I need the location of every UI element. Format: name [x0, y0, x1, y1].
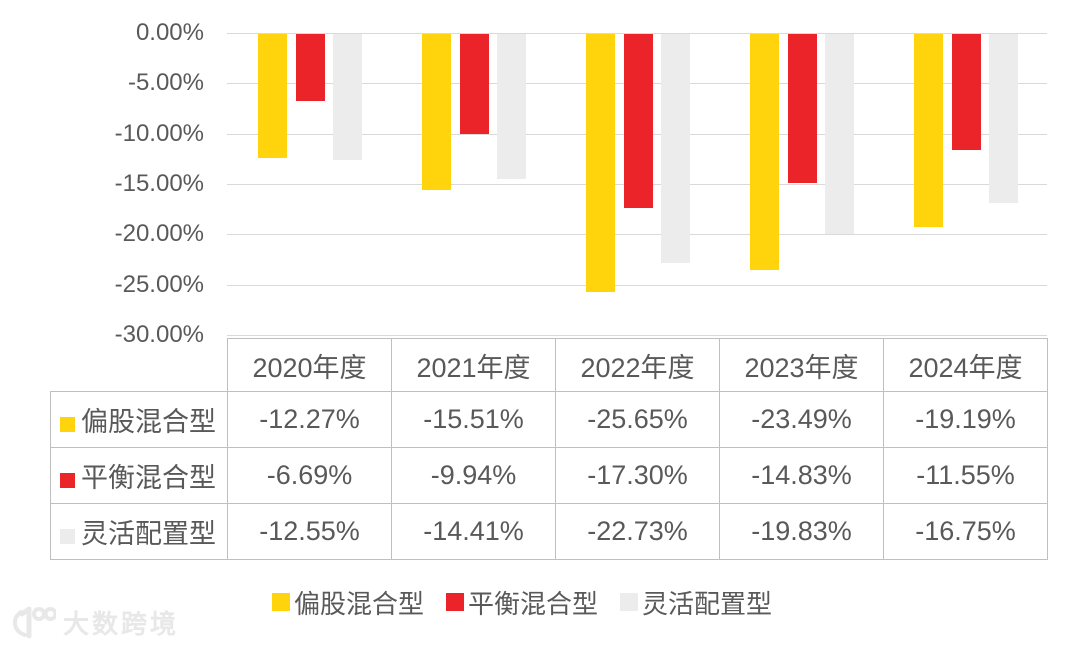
bar-偏股混合型-2020年度: [258, 34, 287, 158]
bar-灵活配置型-2024年度: [989, 34, 1018, 203]
bar-group-2024年度: [883, 33, 1047, 335]
table-value-cell: -12.27%: [227, 391, 392, 448]
table-row-label: 偏股混合型: [50, 391, 228, 448]
watermark: 大数跨境: [10, 604, 179, 641]
table-value-cell: -15.51%: [391, 391, 556, 448]
table-value-cell: -17.30%: [555, 447, 720, 504]
table-corner-cell: [51, 339, 228, 392]
series-key-swatch: [60, 417, 75, 432]
y-tick-label: -10.00%: [114, 120, 204, 147]
table-value-cell: -12.55%: [227, 503, 392, 560]
table-header-2020年度: 2020年度: [227, 338, 392, 392]
y-axis: 0.00% -5.00% -10.00% -15.00% -20.00% -25.00% -…: [0, 0, 204, 360]
watermark-text: 大数跨境: [63, 609, 180, 639]
table-header-2024年度: 2024年度: [883, 338, 1048, 392]
series-name: 灵活配置型: [81, 519, 216, 549]
table-value-cell: -16.75%: [883, 503, 1048, 560]
data-table-grid: 2020年度 2021年度 2022年度 2023年度 2024年度偏股混合型 -12.2…: [50, 338, 1048, 560]
bar-偏股混合型-2023年度: [750, 34, 779, 270]
y-tick-label: -25.00%: [114, 271, 204, 298]
table-value-cell: -14.83%: [719, 447, 884, 504]
bar-偏股混合型-2024年度: [914, 34, 943, 227]
bar-group-2023年度: [719, 33, 883, 335]
table-header-2023年度: 2023年度: [719, 338, 884, 392]
legend-item-偏股混合型: 偏股混合型: [271, 584, 424, 621]
bar-group-2020年度: [227, 33, 391, 335]
table-row: 平衡混合型 -6.69% -9.94% -17.30% -14.83% -11.55%: [50, 447, 1048, 504]
table-value-cell: -25.65%: [555, 391, 720, 448]
legend-item-平衡混合型: 平衡混合型: [445, 584, 598, 621]
brand-logo-icon: [12, 606, 56, 638]
plot-area: [227, 33, 1047, 336]
gridline: [227, 335, 1047, 336]
table-row-label: 平衡混合型: [50, 447, 228, 504]
chart-legend: 偏股混合型 平衡混合型 灵活配置型: [0, 585, 1062, 619]
bar-平衡混合型-2024年度: [951, 34, 981, 150]
table-value-cell: -9.94%: [391, 447, 556, 504]
y-tick-label: 0.00%: [135, 19, 204, 46]
table-header-2021年度: 2021年度: [391, 338, 556, 392]
table-value-cell: -19.19%: [883, 391, 1048, 448]
table-value-cell: -22.73%: [555, 503, 720, 560]
bar-group-2021年度: [391, 33, 555, 335]
table-header-2022年度: 2022年度: [555, 338, 720, 392]
gridline: [227, 234, 1047, 235]
legend-label: 平衡混合型: [467, 588, 598, 619]
bar-平衡混合型-2023年度: [787, 34, 817, 183]
table-value-cell: -11.55%: [883, 447, 1048, 504]
y-tick-label: -30.00%: [114, 321, 204, 348]
legend-swatch: [620, 593, 638, 611]
table-header-row: 2020年度 2021年度 2022年度 2023年度 2024年度: [51, 338, 1048, 392]
table-value-cell: -19.83%: [719, 503, 884, 560]
bar-平衡混合型-2021年度: [459, 34, 489, 134]
bar-偏股混合型-2022年度: [586, 34, 615, 292]
bar-偏股混合型-2021年度: [422, 34, 451, 190]
gridline: [227, 285, 1047, 286]
bar-灵活配置型-2023年度: [825, 34, 854, 234]
table-value-cell: -14.41%: [391, 503, 556, 560]
table-value-cell: -23.49%: [719, 391, 884, 448]
table-row: 偏股混合型 -12.27% -15.51% -25.65% -23.49% -19.19%: [50, 391, 1048, 448]
y-tick-label: -15.00%: [114, 170, 204, 197]
series-key-swatch: [60, 473, 75, 488]
legend-item-灵活配置型: 灵活配置型: [620, 584, 772, 621]
legend-swatch: [271, 593, 290, 611]
series-name: 偏股混合型: [81, 407, 216, 437]
bar-灵活配置型-2022年度: [661, 34, 690, 263]
bar-灵活配置型-2020年度: [333, 34, 362, 160]
bar-平衡混合型-2020年度: [295, 34, 325, 101]
y-tick-label: -5.00%: [127, 69, 204, 96]
series-key-swatch: [60, 529, 75, 544]
table-row: 灵活配置型 -12.55% -14.41% -22.73% -19.83% -16.75%: [50, 503, 1048, 560]
y-tick-label: -20.00%: [114, 220, 204, 247]
bar-平衡混合型-2022年度: [623, 34, 653, 208]
data-table: 2020年度 2021年度 2022年度 2023年度 2024年度偏股混合型 -12.2…: [50, 338, 1048, 560]
legend-label: 灵活配置型: [642, 588, 773, 619]
series-name: 平衡混合型: [81, 463, 216, 493]
bar-group-2022年度: [555, 33, 719, 335]
bar-灵活配置型-2021年度: [497, 34, 526, 179]
table-row-label: 灵活配置型: [50, 503, 228, 560]
legend-swatch: [445, 593, 464, 611]
legend-label: 偏股混合型: [293, 588, 424, 619]
table-value-cell: -6.69%: [227, 447, 392, 504]
gridline: [227, 33, 1047, 34]
